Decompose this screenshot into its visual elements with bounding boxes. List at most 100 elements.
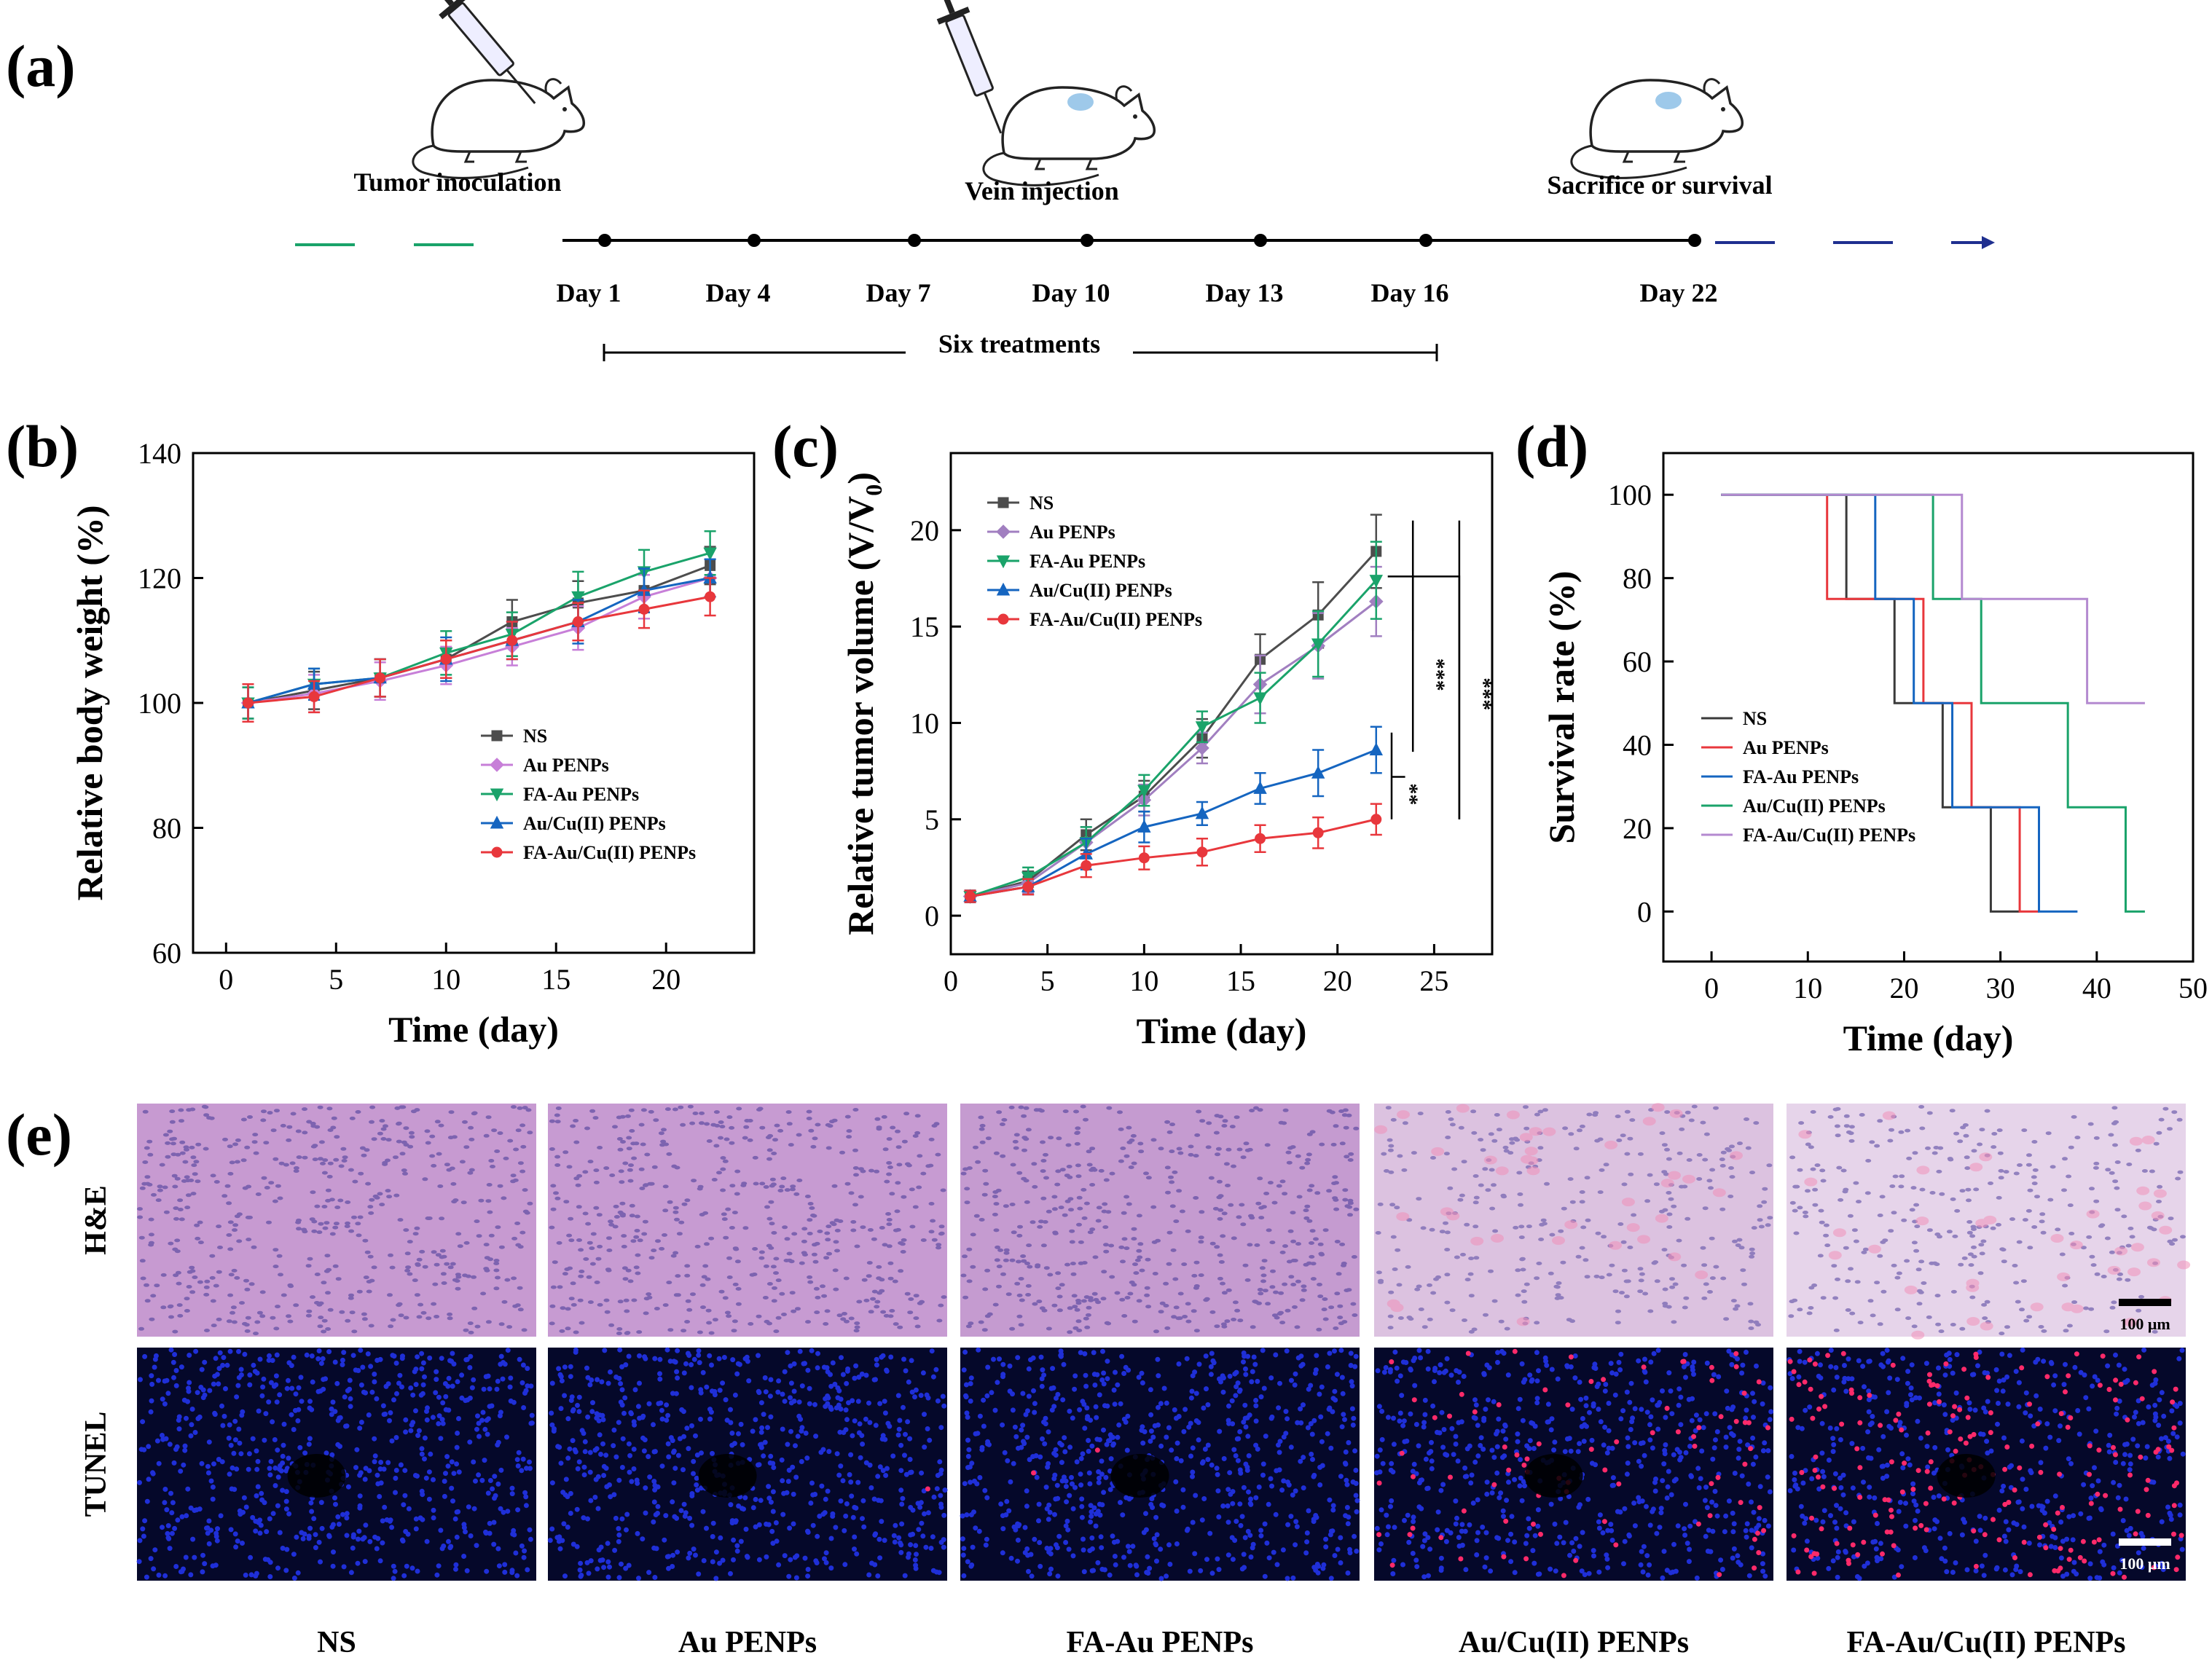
panel-label-b: (b)	[6, 413, 79, 479]
scale-bar-tunel	[2119, 1538, 2171, 1546]
timeline-dot	[1254, 234, 1267, 247]
x-tick-label: 15	[1226, 964, 1255, 997]
tunel-image	[1787, 1347, 2186, 1581]
data-point	[996, 524, 1011, 539]
timeline-day-label: Day 13	[1206, 278, 1284, 307]
x-tick-label: 30	[1986, 972, 2015, 1004]
x-tick-label: 0	[1704, 972, 1719, 1004]
data-point	[705, 591, 716, 602]
data-point	[1195, 741, 1209, 755]
data-point	[1369, 575, 1384, 588]
data-point	[703, 547, 717, 561]
x-axis-label: Time (day)	[1843, 1018, 2014, 1058]
data-point	[1080, 860, 1092, 871]
x-tick-label: 20	[1323, 964, 1352, 997]
x-tick-label: 0	[944, 964, 958, 997]
timeline-day-label: Day 7	[866, 278, 931, 307]
data-point	[638, 603, 650, 615]
x-tick-label: 5	[1040, 964, 1055, 997]
survival-curve-au-cu-ii-penps	[1721, 493, 2145, 913]
data-point	[965, 891, 976, 903]
panel-a: (a) Tumor inoculation Vein injection Sac…	[6, 0, 1995, 361]
timeline-days: Day 1 Day 4 Day 7 Day 10 Day 13 Day 16 Day 22	[557, 234, 1718, 307]
data-point	[490, 815, 504, 829]
data-point	[1137, 785, 1151, 798]
y-tick-label: 100	[1608, 479, 1652, 511]
he-nuclei	[137, 1104, 533, 1336]
tunel-void	[698, 1454, 757, 1498]
timeline-dot	[598, 234, 611, 247]
y-tick-label: 20	[910, 514, 939, 547]
series-line	[970, 818, 1377, 898]
treatment-label: Six treatments	[938, 329, 1100, 358]
chart-survival: 0 10 20 30 40 50 0 20 40 60 80 100 Time (day) Surviva…	[1541, 452, 2208, 1058]
survival-curve-ns	[1721, 493, 2020, 913]
data-point	[491, 846, 503, 858]
stage-label-inoculation: Tumor inoculation	[353, 168, 561, 197]
data-point	[242, 697, 254, 709]
series-line	[970, 749, 1377, 898]
data-point	[1253, 781, 1267, 794]
data-point	[1196, 846, 1208, 858]
plot-frame	[1662, 452, 2195, 963]
y-tick-label: 100	[138, 687, 181, 720]
legend-label: NS	[1029, 492, 1054, 514]
post-arrow-head	[1982, 236, 1995, 249]
legend-label: Au/Cu(II) PENPs	[523, 813, 666, 834]
he-image	[1787, 1104, 2191, 1340]
legend-label: FA-Au PENPs	[1743, 766, 1859, 787]
stage-label-survival: Sacrifice or survival	[1547, 170, 1772, 200]
survival-curve-fa-au-penps	[1721, 493, 2078, 913]
he-background	[548, 1104, 947, 1337]
data-point	[440, 653, 452, 665]
significance-label: ***	[1425, 658, 1449, 691]
data-point	[1195, 721, 1209, 734]
y-tick-label: 40	[1623, 728, 1652, 761]
x-tick-label: 20	[651, 963, 681, 996]
tunel-image	[547, 1347, 948, 1581]
row-label-tunel: TUNEL	[79, 1412, 113, 1517]
group-label: FA-Au/Cu(II) PENPs	[1846, 1626, 2125, 1659]
legend-label: NS	[1743, 708, 1767, 729]
data-point	[490, 788, 504, 802]
y-tick-label: 60	[1623, 645, 1652, 678]
legend-label: FA-Au/Cu(II) PENPs	[1743, 825, 1915, 846]
y-axis-label: Survival rate (%)	[1541, 571, 1582, 844]
x-axis-label: Time (day)	[1137, 1010, 1307, 1051]
mouse-injection-icon	[929, 0, 1156, 187]
x-tick-label: 25	[1419, 964, 1448, 997]
y-tick-label: 80	[1623, 562, 1652, 595]
y-tick-label: 0	[925, 900, 939, 932]
legend-label: FA-Au/Cu(II) PENPs	[523, 842, 696, 863]
y-tick-label: 0	[1637, 895, 1652, 928]
y-tick-label: 10	[910, 707, 939, 739]
data-point	[571, 591, 585, 605]
bracket	[1387, 575, 1414, 752]
x-axis-label: Time (day)	[388, 1009, 559, 1050]
data-point	[996, 582, 1011, 596]
legend-label: FA-Au/Cu(II) PENPs	[1029, 609, 1202, 630]
tunel-nuclei	[1374, 1348, 1774, 1581]
y-tick-label: 5	[925, 803, 939, 836]
legend: NS Au PENPs FA-Au PENPs Au/Cu(II) PENPs FA-A…	[481, 726, 696, 863]
series-line	[248, 595, 710, 704]
chart-body-weight: 0 5 10 15 20 60 80 100 120 140 Time (day) Relative …	[69, 437, 756, 1050]
timeline-day-label: Day 22	[1640, 278, 1718, 307]
he-image	[1374, 1103, 1773, 1337]
timeline-dot	[1080, 234, 1094, 247]
significance-label: ***	[1472, 677, 1496, 710]
y-tick-label: 80	[152, 812, 181, 845]
data-point	[1312, 827, 1324, 838]
panel-label-a: (a)	[6, 33, 76, 99]
histology-panel: H&E TUNEL NS Au PENPs FA-Au PENPs Au/Cu(II) P…	[79, 1103, 2191, 1659]
data-point	[1311, 638, 1325, 652]
timeline-day-label: Day 10	[1032, 278, 1110, 307]
data-point	[997, 613, 1009, 625]
legend-label: NS	[523, 726, 547, 747]
data-point	[1370, 814, 1382, 825]
legend: NS Au PENPs FA-Au PENPs Au/Cu(II) PENPs FA-A…	[1701, 708, 1915, 846]
legend-label: Au/Cu(II) PENPs	[1029, 580, 1172, 601]
data-point	[1138, 852, 1150, 864]
significance-label: **	[1398, 783, 1422, 805]
series-fa-au-cu-ii-penps	[242, 577, 716, 723]
